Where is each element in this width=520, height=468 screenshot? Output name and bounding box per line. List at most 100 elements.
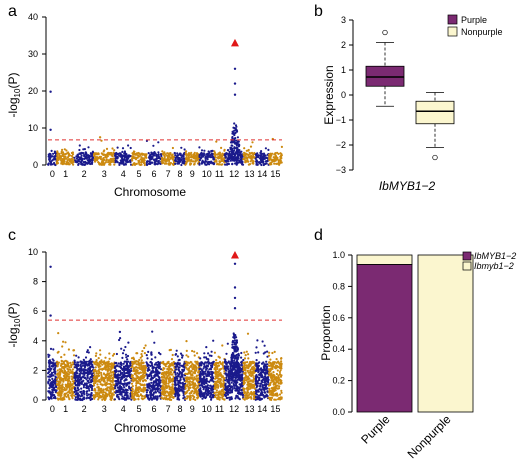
snp-point	[89, 358, 92, 361]
snp-point	[87, 381, 90, 384]
snp-point	[198, 155, 201, 159]
snp-point	[89, 152, 92, 155]
snp-point	[236, 155, 239, 158]
snp-point	[211, 374, 214, 377]
notable-snp-point	[233, 82, 237, 85]
snp-point	[149, 361, 152, 364]
snp-point	[168, 385, 171, 388]
snp-point	[198, 392, 201, 395]
snp-point	[110, 398, 113, 401]
snp-point	[103, 362, 106, 365]
snp-point	[118, 390, 121, 393]
snp-point	[158, 376, 161, 379]
snp-point	[203, 376, 206, 379]
snp-point	[70, 151, 73, 155]
snp-point	[130, 366, 133, 369]
snp-point	[116, 156, 119, 159]
snp-point	[252, 152, 255, 156]
snp-point	[232, 151, 235, 154]
snp-point	[171, 153, 174, 156]
snp-point	[220, 146, 223, 149]
snp-point	[56, 151, 59, 154]
snp-point	[171, 383, 174, 386]
snp-point	[142, 387, 146, 390]
snp-point	[110, 154, 113, 157]
snp-point	[153, 396, 156, 399]
snp-point	[49, 347, 53, 350]
snp-point	[184, 360, 187, 363]
snp-point	[140, 359, 143, 362]
snp-point	[246, 361, 249, 364]
snp-point	[77, 388, 80, 391]
snp-point	[102, 372, 105, 375]
snp-point	[175, 155, 178, 158]
snp-point	[215, 160, 218, 163]
snp-point	[133, 150, 136, 153]
snp-point	[65, 149, 68, 152]
snp-point	[109, 163, 112, 166]
snp-point	[115, 370, 118, 373]
snp-point	[225, 369, 228, 372]
snp-point	[156, 397, 159, 400]
snp-point	[214, 372, 217, 375]
snp-point	[171, 158, 174, 161]
snp-point	[115, 160, 118, 163]
snp-point	[175, 349, 178, 352]
snp-point	[95, 156, 99, 159]
snp-point	[259, 155, 262, 158]
snp-point	[109, 385, 112, 388]
snp-point	[251, 159, 254, 162]
snp-point	[87, 351, 90, 354]
snp-point	[121, 356, 124, 359]
snp-point	[63, 369, 66, 372]
snp-point	[66, 383, 69, 386]
chromosome-tick-label: 13	[244, 169, 254, 179]
snp-point	[57, 158, 60, 161]
snp-point	[216, 397, 219, 400]
snp-point	[114, 155, 117, 158]
snp-point	[47, 380, 50, 383]
snp-point	[123, 370, 126, 373]
snp-point	[99, 380, 102, 384]
snp-point	[102, 159, 105, 162]
snp-point	[215, 359, 218, 362]
snp-point	[111, 160, 114, 163]
snp-point	[142, 375, 145, 378]
snp-point	[139, 371, 143, 374]
snp-point	[97, 161, 101, 165]
snp-point	[176, 396, 179, 399]
snp-point	[104, 368, 107, 371]
snp-point	[63, 398, 66, 401]
snp-point	[241, 163, 245, 166]
snp-point	[149, 389, 152, 392]
snp-point	[242, 382, 245, 385]
snp-point	[234, 152, 237, 155]
snp-point	[108, 357, 111, 360]
snp-point	[52, 364, 55, 367]
snp-point	[204, 361, 207, 364]
snp-point	[54, 389, 58, 392]
snp-point	[91, 397, 94, 401]
snp-point	[200, 381, 203, 384]
snp-point	[134, 398, 137, 401]
snp-point	[280, 153, 283, 156]
snp-point	[276, 156, 279, 160]
snp-point	[177, 374, 180, 377]
snp-point	[204, 391, 207, 394]
snp-point	[148, 157, 151, 160]
snp-point	[65, 365, 68, 368]
snp-point	[193, 350, 196, 353]
snp-point	[195, 374, 198, 377]
snp-point	[124, 156, 127, 159]
boxes-b	[365, 29, 455, 161]
snp-point	[217, 364, 220, 367]
snp-point	[206, 156, 209, 160]
snp-point	[223, 148, 226, 151]
snp-point	[120, 385, 123, 389]
snp-point	[193, 163, 196, 166]
snp-point	[198, 159, 201, 162]
snp-point	[83, 161, 86, 164]
snp-point	[209, 391, 212, 394]
snp-point	[151, 161, 154, 164]
